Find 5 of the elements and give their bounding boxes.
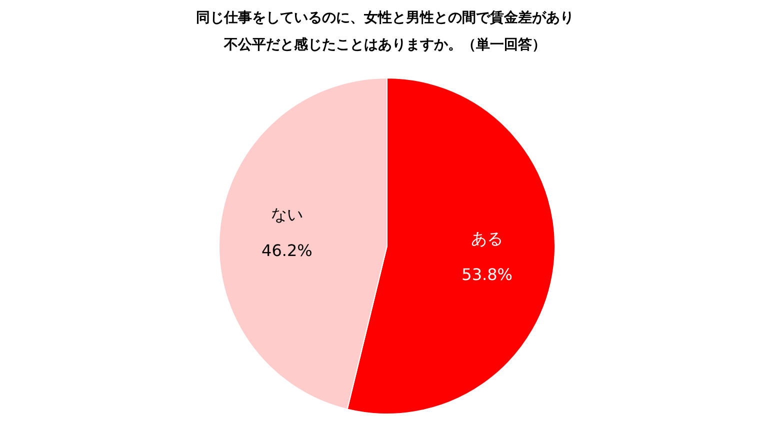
data-label: 46.2% (262, 240, 312, 260)
chart-title: 同じ仕事をしているのに、女性と男性との間で賃金差があり不公平だと感じたことはありますか。（単一回答） (196, 10, 574, 53)
data-label: 53.8% (462, 265, 512, 284)
slice-label: ある (471, 229, 504, 248)
slice-label: ない (270, 204, 303, 224)
